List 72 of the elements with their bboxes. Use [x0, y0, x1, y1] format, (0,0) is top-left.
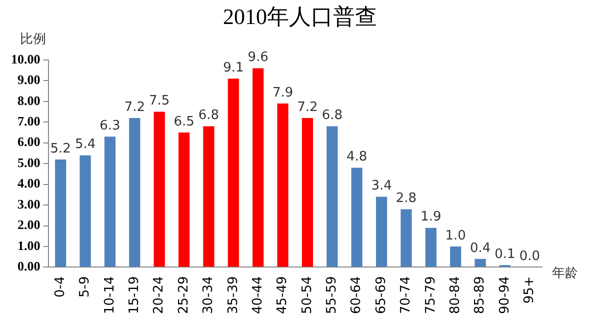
data-label: 6.3 [100, 118, 120, 134]
bar [302, 118, 314, 267]
bar [55, 159, 66, 267]
x-tick-label: 15-19 [127, 276, 142, 314]
data-label: 0.1 [494, 247, 516, 262]
y-tick-label: 9.00 [18, 72, 40, 88]
x-tick-label: 80-84 [448, 276, 463, 314]
bar [129, 118, 140, 267]
y-tick-label: 4.00 [18, 176, 40, 191]
x-tick-label: 90-94 [497, 276, 512, 314]
data-label: 7.2 [124, 100, 145, 115]
data-label: 9.6 [248, 50, 268, 66]
y-axis-title: 比例 [20, 31, 46, 48]
data-label: 3.4 [371, 178, 392, 194]
x-tick-label: 65-69 [374, 276, 389, 314]
x-tick-label: 70-74 [398, 276, 414, 314]
y-tick-label: 3.00 [18, 196, 40, 212]
data-label: 6.8 [322, 108, 342, 124]
bar [154, 112, 165, 267]
data-label: 0.4 [470, 240, 491, 256]
x-tick-label: 85-89 [472, 276, 488, 314]
bar [203, 126, 214, 267]
data-label: 9.1 [223, 60, 244, 76]
x-tick-label: 50-54 [300, 276, 315, 314]
x-tick-label: 30-34 [201, 276, 216, 314]
chart-title: 2010年人口普查 [222, 3, 378, 31]
y-tick-label: 2.00 [18, 217, 40, 232]
bar [178, 132, 190, 267]
data-label: 5.4 [74, 137, 96, 152]
data-label: 2.8 [396, 191, 417, 206]
data-label: 7.9 [272, 85, 294, 100]
x-tick-label: 35-39 [226, 276, 241, 314]
data-label: 7.5 [149, 94, 170, 109]
x-tick-label: 25-29 [176, 276, 192, 314]
bar [228, 78, 239, 267]
y-tick-label: 5.00 [18, 154, 40, 170]
x-tick-label: 5-9 [78, 276, 93, 298]
x-tick-label: 55-59 [324, 276, 340, 314]
data-label: 0.0 [519, 249, 540, 264]
x-tick-label: 75-79 [423, 276, 438, 314]
bar [277, 104, 288, 267]
bar [400, 209, 412, 267]
data-label: 6.5 [174, 114, 194, 130]
data-label: 5.2 [50, 141, 71, 156]
bar [80, 155, 91, 267]
y-tick-label: 10.00 [11, 51, 40, 66]
bar [376, 196, 388, 267]
bar [326, 126, 338, 267]
bar [252, 68, 264, 267]
x-tick-label: 45-49 [275, 276, 290, 314]
data-label: 7.2 [297, 100, 318, 115]
bar [450, 246, 462, 267]
data-label: 4.8 [346, 150, 368, 165]
x-tick-label: 40-44 [250, 276, 266, 314]
data-label: 1.9 [420, 210, 442, 225]
y-tick-label: 7.00 [18, 114, 40, 129]
y-tick-label: 1.00 [18, 238, 40, 253]
data-label: 1.0 [445, 228, 466, 244]
y-tick-label: 0.00 [18, 258, 40, 274]
data-label: 6.8 [198, 108, 220, 124]
y-tick-label: 8.00 [18, 92, 40, 108]
bar [425, 228, 436, 267]
x-tick-label: 60-64 [349, 276, 364, 314]
x-tick-label: 10-14 [102, 276, 118, 314]
x-axis-title: 年龄 [552, 265, 578, 282]
y-tick-label: 6.00 [18, 134, 40, 150]
bar [351, 168, 362, 267]
x-tick-label: 95+ [522, 276, 538, 304]
x-tick-label: 20-24 [152, 276, 167, 314]
bar [474, 258, 486, 267]
bar [104, 136, 116, 267]
x-tick-label: 0-4 [52, 276, 68, 298]
